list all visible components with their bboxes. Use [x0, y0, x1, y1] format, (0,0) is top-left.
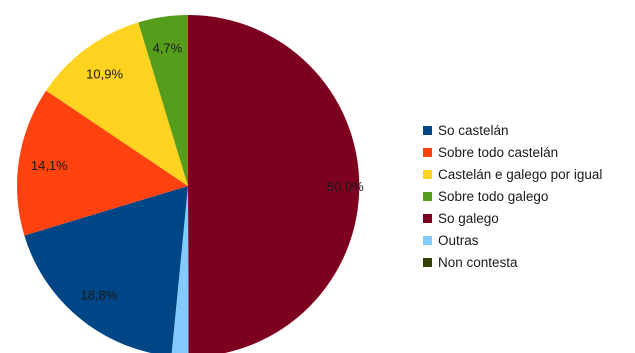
legend-label: Castelán e galego por igual [438, 166, 603, 182]
slice-label-sobre-todo-castelan: 14,1% [31, 158, 68, 173]
legend-swatch [423, 147, 432, 157]
legend-item-sobre-todo-galego: Sobre todo galego [423, 185, 602, 207]
legend-swatch [423, 191, 432, 201]
legend-swatch [423, 169, 432, 179]
pie-slice-so-castelan [24, 186, 188, 353]
slice-label-castelan-e-galego-por-igual: 10,9% [86, 66, 123, 81]
pie-slices [17, 14, 360, 353]
pie-slice-labels: 50,0%1,6%18,8%14,1%10,9%4,7% [31, 40, 364, 302]
legend-label: Sobre todo castelán [438, 144, 559, 160]
legend-label: Non contesta [438, 254, 518, 270]
pie-slice-sobre-todo-galego [138, 15, 188, 186]
slice-label-sobre-todo-galego: 4,7% [153, 40, 183, 55]
legend-swatch [423, 125, 432, 135]
legend-item-so-castelan: So castelán [423, 119, 602, 141]
slice-label-so-castelan: 18,8% [81, 287, 118, 302]
legend-swatch [423, 235, 432, 245]
pie-slice-so-galego [188, 14, 360, 353]
legend-item-castelan-e-galego-por-igual: Castelán e galego por igual [423, 163, 602, 185]
slice-label-so-galego: 50,0% [327, 179, 364, 194]
legend-swatch [423, 213, 432, 223]
legend-swatch [423, 257, 432, 267]
legend-item-outras: Outras [423, 229, 602, 251]
pie-slice-sobre-todo-castelan [17, 90, 189, 236]
chart-legend: So castelán Sobre todo castelán Castelán e… [423, 119, 602, 273]
legend-item-so-galego: So galego [423, 207, 602, 229]
legend-label: So galego [438, 210, 499, 226]
legend-item-sobre-todo-castelan: Sobre todo castelán [423, 141, 602, 163]
pie-slice-outras [171, 186, 189, 353]
legend-item-non-contesta: Non contesta [423, 251, 602, 273]
pie-slice-castelan-e-galego-por-igual [46, 22, 189, 186]
legend-label: Sobre todo galego [438, 188, 549, 204]
legend-label: Outras [438, 232, 479, 248]
legend-label: So castelán [438, 122, 509, 138]
